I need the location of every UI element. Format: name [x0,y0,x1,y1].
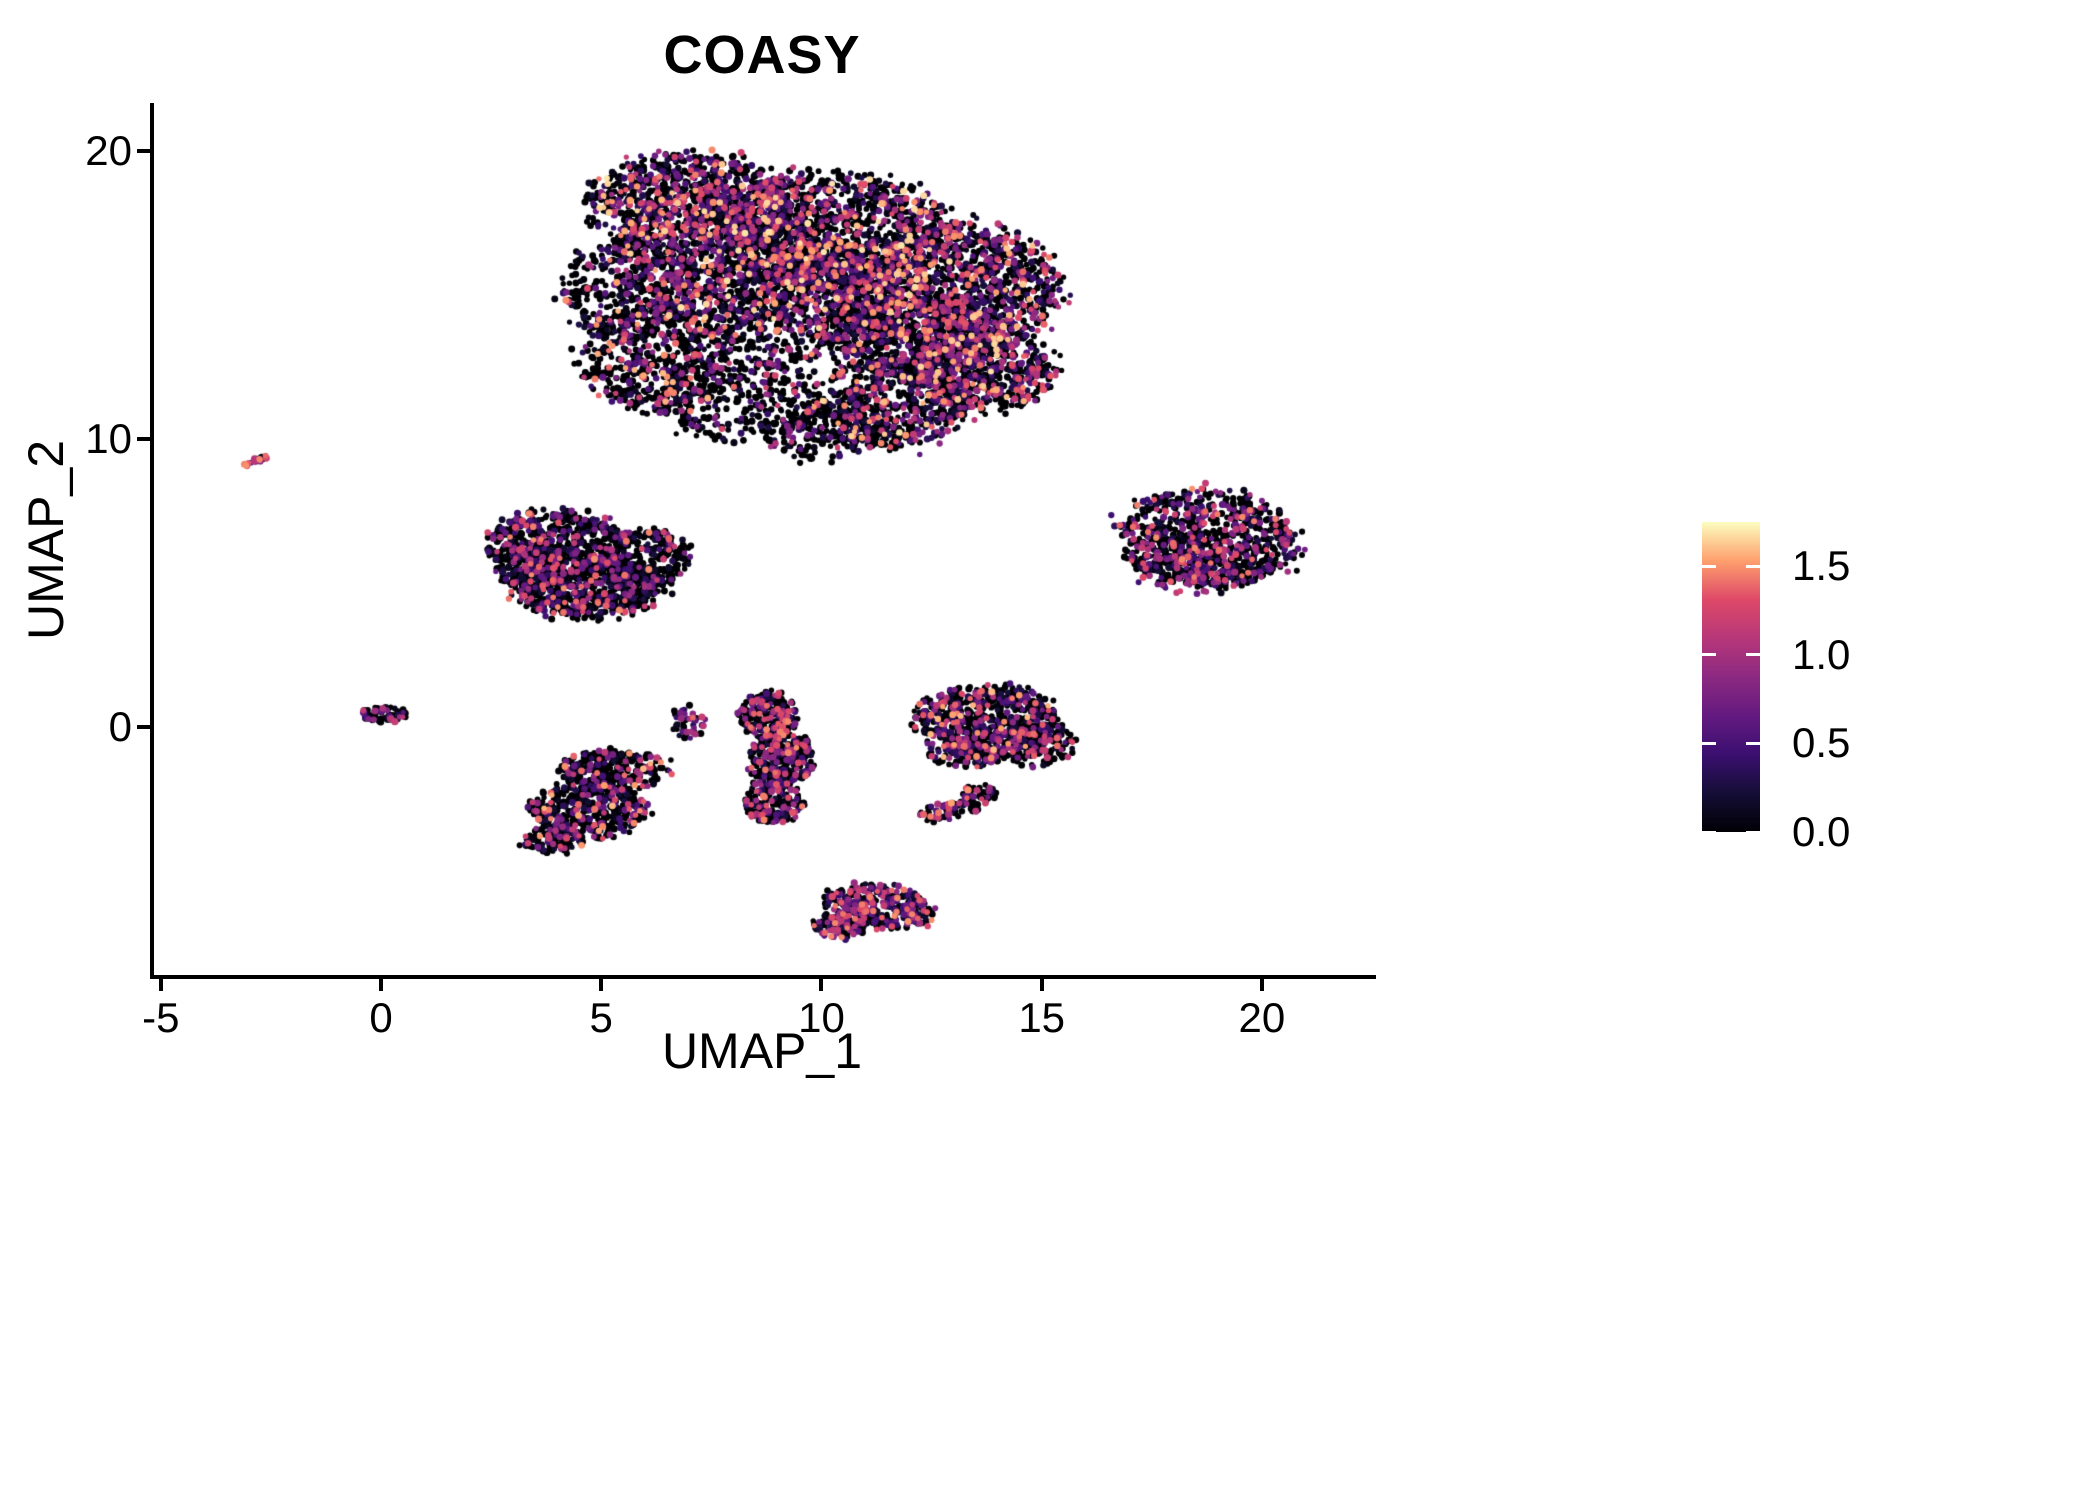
y-axis-label: UMAP_2 [18,439,75,641]
y-tick-mark [137,437,152,442]
legend-tick-label: 0.5 [1792,719,1851,767]
legend-tick-mark [1702,653,1716,657]
x-tick-mark [819,976,824,991]
y-axis-label-wrap: UMAP_2 [6,105,86,975]
legend-tick-mark [1746,830,1760,834]
legend: 1.5 1.0 0.5 0.0 [1690,500,2030,860]
legend-tick-mark [1702,830,1716,834]
y-tick-label: 20 [85,127,132,175]
x-tick-mark [1259,976,1264,991]
x-tick-label: 10 [798,994,845,1041]
legend-tick-mark [1746,653,1760,657]
y-tick-mark [137,725,152,730]
legend-tick-label: 0.0 [1792,808,1851,855]
legend-tick-mark [1746,741,1760,745]
x-tick-label: 5 [589,994,613,1041]
x-tick-mark [599,976,604,991]
y-tick-mark [137,149,152,154]
y-axis-line [150,103,154,979]
y-tick-label: 0 [108,703,132,751]
legend-colorbar [1702,522,1760,832]
legend-tick-mark [1702,741,1716,745]
x-tick-mark [1039,976,1044,991]
x-tick-label: 0 [369,994,393,1041]
x-axis-label: UMAP_1 [661,1023,863,1079]
y-tick-label: 10 [85,415,132,463]
x-tick-label: 15 [1018,994,1066,1041]
legend-tick-mark [1746,564,1760,568]
plot-title: COASY [663,25,861,85]
x-tick-label: -5 [142,994,180,1041]
x-tick-label: 20 [1238,994,1286,1041]
x-tick-mark [158,976,163,991]
x-axis-line [150,975,1376,979]
legend-tick-label: 1.5 [1792,542,1851,590]
legend-tick-mark [1702,564,1716,568]
legend-tick-label: 1.0 [1792,630,1851,678]
x-tick-mark [379,976,384,991]
